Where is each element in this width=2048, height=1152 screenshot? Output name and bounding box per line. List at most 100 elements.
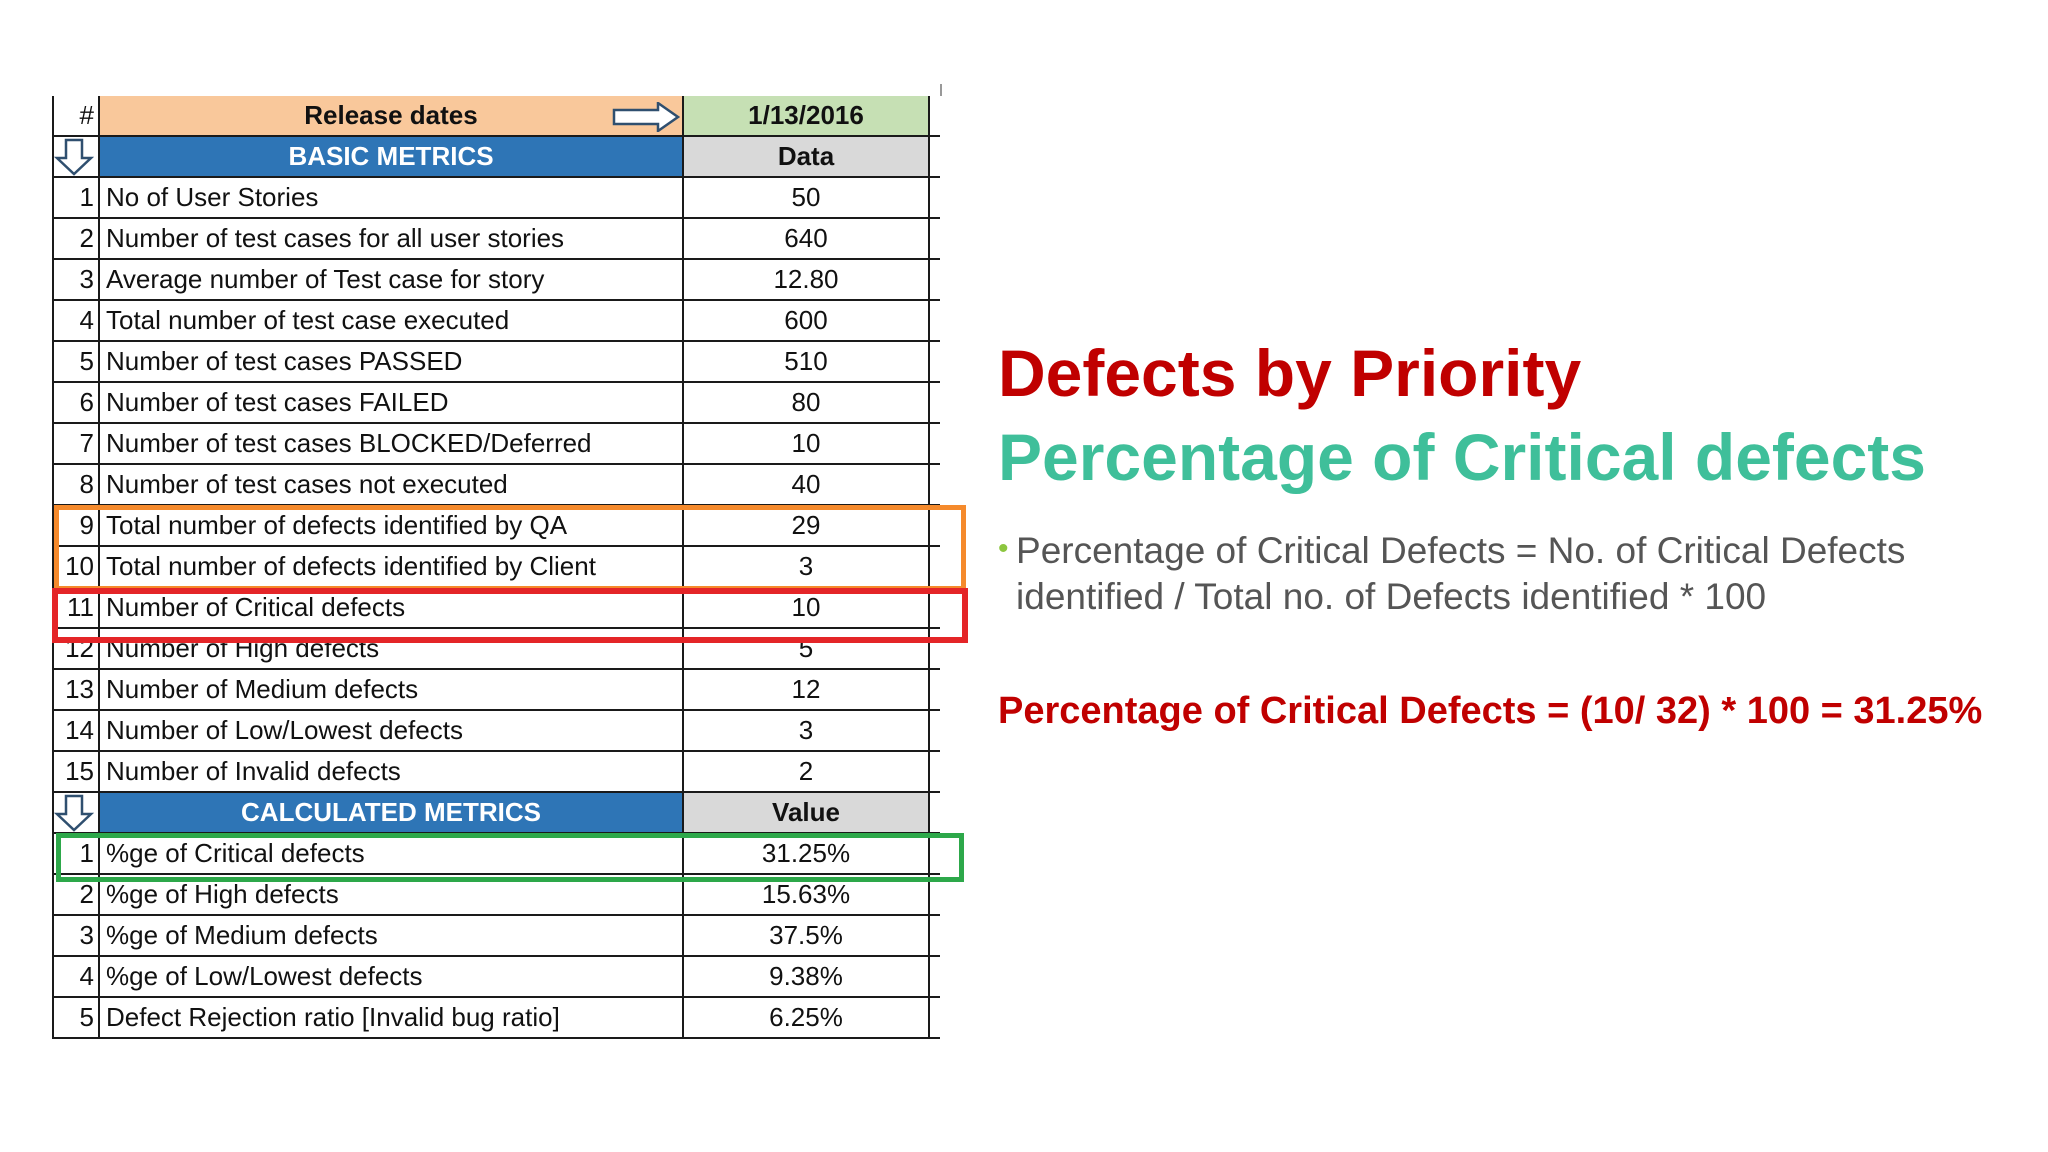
metric-value: 600 <box>684 301 930 340</box>
basic-metric-row: 8 Number of test cases not executed 40 <box>52 465 940 506</box>
basic-metric-row: 14 Number of Low/Lowest defects 3 <box>52 711 940 752</box>
basic-metric-row: 13 Number of Medium defects 12 <box>52 670 940 711</box>
basic-metric-row: 5 Number of test cases PASSED 510 <box>52 342 940 383</box>
metric-label: Number of Invalid defects <box>100 752 684 791</box>
metric-value: 3 <box>684 711 930 750</box>
metric-label: Average number of Test case for story <box>100 260 684 299</box>
metric-value: 10 <box>684 424 930 463</box>
row-number: 7 <box>52 424 100 463</box>
metric-label: Total number of defects identified by Cl… <box>100 547 684 586</box>
sheet-top-edge <box>52 84 942 96</box>
basic-metric-row: 4 Total number of test case executed 600 <box>52 301 940 342</box>
metric-label: Number of test cases BLOCKED/Deferred <box>100 424 684 463</box>
calculation-formula: Percentage of Critical Defects = (10/ 32… <box>998 690 1983 732</box>
calculated-metrics-header-row: CALCULATED METRICS Value <box>52 793 940 834</box>
metric-value: 6.25% <box>684 998 930 1037</box>
slide-title: Defects by Priority <box>998 336 1582 410</box>
metric-value: 510 <box>684 342 930 381</box>
row-number: 8 <box>52 465 100 504</box>
metric-value: 12 <box>684 670 930 709</box>
arrow-right-icon <box>612 102 680 132</box>
row-number: 11 <box>52 588 100 627</box>
calculated-metric-row: 1 %ge of Critical defects 31.25% <box>52 834 940 875</box>
metric-value: 3 <box>684 547 930 586</box>
calculated-metrics-label: CALCULATED METRICS <box>100 793 684 832</box>
row-number: 14 <box>52 711 100 750</box>
arrow-down-cell <box>52 793 100 832</box>
metric-value: 5 <box>684 629 930 668</box>
basic-metric-row: 12 Number of High defects 5 <box>52 629 940 670</box>
basic-metric-row: 15 Number of Invalid defects 2 <box>52 752 940 793</box>
metric-label: Number of Critical defects <box>100 588 684 627</box>
metric-value: 29 <box>684 506 930 545</box>
metric-label: Number of High defects <box>100 629 684 668</box>
basic-metric-row: 3 Average number of Test case for story 12… <box>52 260 940 301</box>
metric-label: %ge of Medium defects <box>100 916 684 955</box>
basic-metrics-header-row: BASIC METRICS Data <box>52 137 940 178</box>
calculated-metric-row: 2 %ge of High defects 15.63% <box>52 875 940 916</box>
metric-label: %ge of Critical defects <box>100 834 684 873</box>
metric-value: 80 <box>684 383 930 422</box>
row-number: 1 <box>52 178 100 217</box>
metric-label: Total number of test case executed <box>100 301 684 340</box>
metric-label: Number of test cases PASSED <box>100 342 684 381</box>
data-column-header: Data <box>684 137 930 176</box>
calculated-metric-row: 3 %ge of Medium defects 37.5% <box>52 916 940 957</box>
release-dates-label-cell: Release dates <box>100 96 684 135</box>
row-number: 9 <box>52 506 100 545</box>
basic-metric-row: 6 Number of test cases FAILED 80 <box>52 383 940 424</box>
hash-header: # <box>52 96 100 135</box>
definition-bullet: • Percentage of Critical Defects = No. o… <box>998 528 2008 620</box>
metric-label: Defect Rejection ratio [Invalid bug rati… <box>100 998 684 1037</box>
basic-metric-row: 7 Number of test cases BLOCKED/Deferred 10 <box>52 424 940 465</box>
row-number: 13 <box>52 670 100 709</box>
metric-label: Number of Low/Lowest defects <box>100 711 684 750</box>
metric-value: 12.80 <box>684 260 930 299</box>
definition-text: Percentage of Critical Defects = No. of … <box>1016 530 1906 617</box>
row-number: 5 <box>52 342 100 381</box>
metric-label: Number of test cases FAILED <box>100 383 684 422</box>
bullet-dot-icon: • <box>998 532 1009 565</box>
row-number: 6 <box>52 383 100 422</box>
metric-label: Number of test cases for all user storie… <box>100 219 684 258</box>
metric-label: Total number of defects identified by QA <box>100 506 684 545</box>
metric-value: 40 <box>684 465 930 504</box>
slide-subtitle: Percentage of Critical defects <box>998 420 1926 494</box>
metric-value: 37.5% <box>684 916 930 955</box>
row-number: 3 <box>52 260 100 299</box>
metric-label: %ge of High defects <box>100 875 684 914</box>
row-number: 4 <box>52 957 100 996</box>
row-number: 1 <box>52 834 100 873</box>
metric-label: %ge of Low/Lowest defects <box>100 957 684 996</box>
metric-label: Number of Medium defects <box>100 670 684 709</box>
metric-value: 50 <box>684 178 930 217</box>
metric-value: 2 <box>684 752 930 791</box>
basic-metric-row: 11 Number of Critical defects 10 <box>52 588 940 629</box>
metric-value: 9.38% <box>684 957 930 996</box>
metric-label: No of User Stories <box>100 178 684 217</box>
metric-value: 640 <box>684 219 930 258</box>
row-number: 12 <box>52 629 100 668</box>
metrics-spreadsheet: # Release dates 1/13/2016 BASIC METRICS … <box>52 96 940 1051</box>
row-number: 2 <box>52 219 100 258</box>
basic-metric-row: 10 Total number of defects identified by … <box>52 547 940 588</box>
arrow-down-cell <box>52 137 100 176</box>
release-dates-label: Release dates <box>304 100 478 130</box>
release-dates-row: # Release dates 1/13/2016 <box>52 96 940 137</box>
metric-value: 31.25% <box>684 834 930 873</box>
arrow-down-icon <box>54 138 94 176</box>
calculated-metric-row: 5 Defect Rejection ratio [Invalid bug rat… <box>52 998 940 1039</box>
row-number: 10 <box>52 547 100 586</box>
row-number: 4 <box>52 301 100 340</box>
calculated-metric-row: 4 %ge of Low/Lowest defects 9.38% <box>52 957 940 998</box>
row-number: 2 <box>52 875 100 914</box>
metric-value: 10 <box>684 588 930 627</box>
value-column-header: Value <box>684 793 930 832</box>
basic-metrics-label: BASIC METRICS <box>100 137 684 176</box>
metric-label: Number of test cases not executed <box>100 465 684 504</box>
row-number: 15 <box>52 752 100 791</box>
basic-metric-row: 2 Number of test cases for all user stori… <box>52 219 940 260</box>
basic-metric-row: 1 No of User Stories 50 <box>52 178 940 219</box>
release-date-value: 1/13/2016 <box>684 96 930 135</box>
row-number: 3 <box>52 916 100 955</box>
